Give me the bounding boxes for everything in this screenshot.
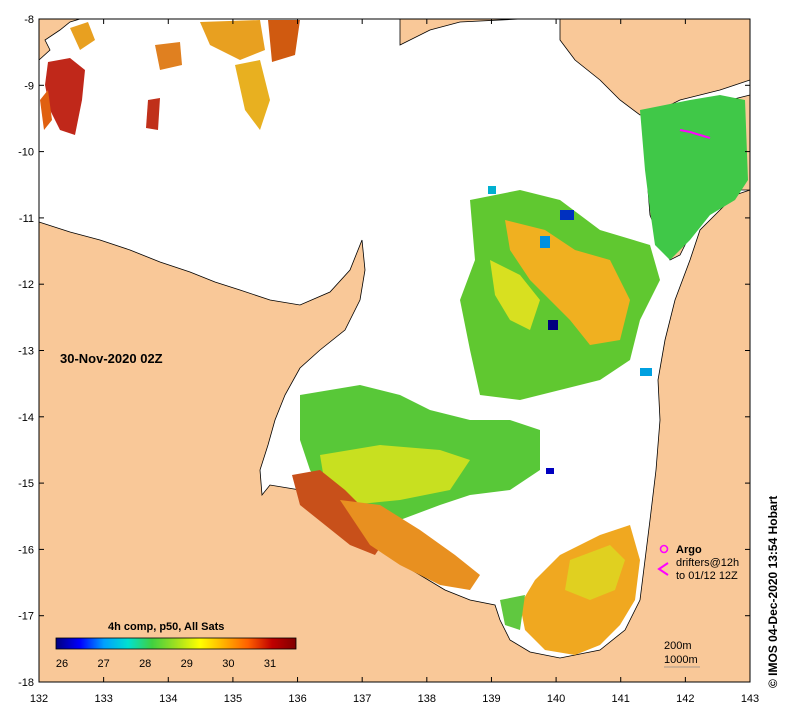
lat-tick-label: -8	[24, 14, 34, 26]
lat-axis: -8 -9 -10 -11 -12 -13 -14 -15 -16 -17 -18	[18, 14, 750, 689]
sst-patch-sw-orange	[340, 500, 480, 590]
lon-tick-label: 139	[482, 693, 500, 705]
sst-patch-se-yellow	[565, 545, 625, 600]
lon-tick-label: 142	[676, 693, 694, 705]
lon-tick-label: 138	[418, 693, 436, 705]
sst-patch-gulf-orange	[505, 220, 630, 345]
sst-speck	[560, 210, 574, 220]
sst-patches	[40, 20, 748, 655]
colorbar-title: 4h comp, p50, All Sats	[108, 621, 224, 633]
colorbar-gradient	[55, 637, 297, 650]
depth-200-label: 200m	[664, 640, 692, 652]
lon-axis: 132 133 134 135 136 137 138 139 140 141 142 143	[30, 19, 759, 705]
lat-tick-label: -13	[18, 346, 34, 358]
depth-legend: 200m 1000m	[664, 640, 700, 668]
lat-tick-label: -11	[19, 213, 34, 225]
colorbar-tick-label: 26	[56, 658, 68, 670]
argo-label: Argo	[676, 544, 702, 556]
argo-marker-icon	[659, 544, 669, 554]
lat-tick-label: -10	[18, 147, 34, 159]
sst-patch-top2	[200, 20, 265, 60]
lat-tick-label: -9	[24, 80, 34, 92]
sst-speck	[640, 368, 652, 376]
sst-speck	[548, 320, 558, 330]
sst-patch-sw-hot	[292, 470, 385, 555]
sst-patch-top3	[268, 20, 300, 62]
drifters-line1: drifters@12h	[676, 557, 739, 569]
lon-tick-label: 133	[94, 693, 112, 705]
sst-patch-nw-edge	[40, 90, 52, 130]
lon-tick-label: 137	[353, 693, 371, 705]
depth-1000-label: 1000m	[664, 654, 698, 666]
colorbar-tick-label: 27	[97, 658, 109, 670]
lat-tick-label: -17	[18, 611, 34, 623]
lon-tick-label: 135	[224, 693, 242, 705]
sst-patch-south-yellow	[320, 445, 470, 505]
lat-tick-label: -14	[18, 412, 34, 424]
lon-tick-label: 134	[159, 693, 177, 705]
sst-patch-top5	[155, 42, 182, 70]
lon-tick-label: 141	[612, 693, 630, 705]
colorbar-tick-label: 29	[181, 658, 193, 670]
lon-tick-label: 132	[30, 693, 48, 705]
sst-speck	[540, 236, 550, 248]
sst-speck	[546, 468, 554, 474]
sst-patch-east-green	[640, 95, 748, 260]
drifter-legend: Argo drifters@12h to 01/12 12Z	[657, 544, 739, 582]
lat-tick-label: -18	[18, 677, 34, 689]
colorbar-ticks: 26 27 28 29 30 31	[56, 658, 276, 670]
drifter-arrow-icon	[657, 562, 669, 576]
lon-tick-label: 140	[547, 693, 565, 705]
lon-tick-label: 143	[741, 693, 759, 705]
colorbar-tick-label: 31	[264, 658, 276, 670]
lat-tick-label: -15	[18, 478, 34, 490]
colorbar: 4h comp, p50, All Sats 26 27 28 29 30 31	[55, 621, 297, 670]
lon-tick-label: 136	[288, 693, 306, 705]
sst-patch-gulf-yellow	[490, 260, 540, 330]
colorbar-tick-label: 30	[222, 658, 234, 670]
drifters-line2: to 01/12 12Z	[676, 570, 738, 582]
sst-patch-se-green	[500, 595, 525, 630]
drifter-track-line	[679, 129, 711, 139]
sst-patch-nw	[45, 58, 85, 135]
drifter-track	[679, 129, 711, 139]
sst-patch-top4	[235, 60, 270, 130]
lat-tick-label: -12	[18, 279, 34, 291]
sst-patch-top6	[146, 98, 160, 130]
sst-speck	[488, 186, 496, 194]
lat-tick-label: -16	[18, 544, 34, 556]
date-label: 30-Nov-2020 02Z	[60, 351, 163, 366]
sst-patch-top1	[70, 22, 95, 50]
colorbar-tick-label: 28	[139, 658, 151, 670]
credit-text: © IMOS 04-Dec-2020 13:54 Hobart	[766, 496, 780, 688]
